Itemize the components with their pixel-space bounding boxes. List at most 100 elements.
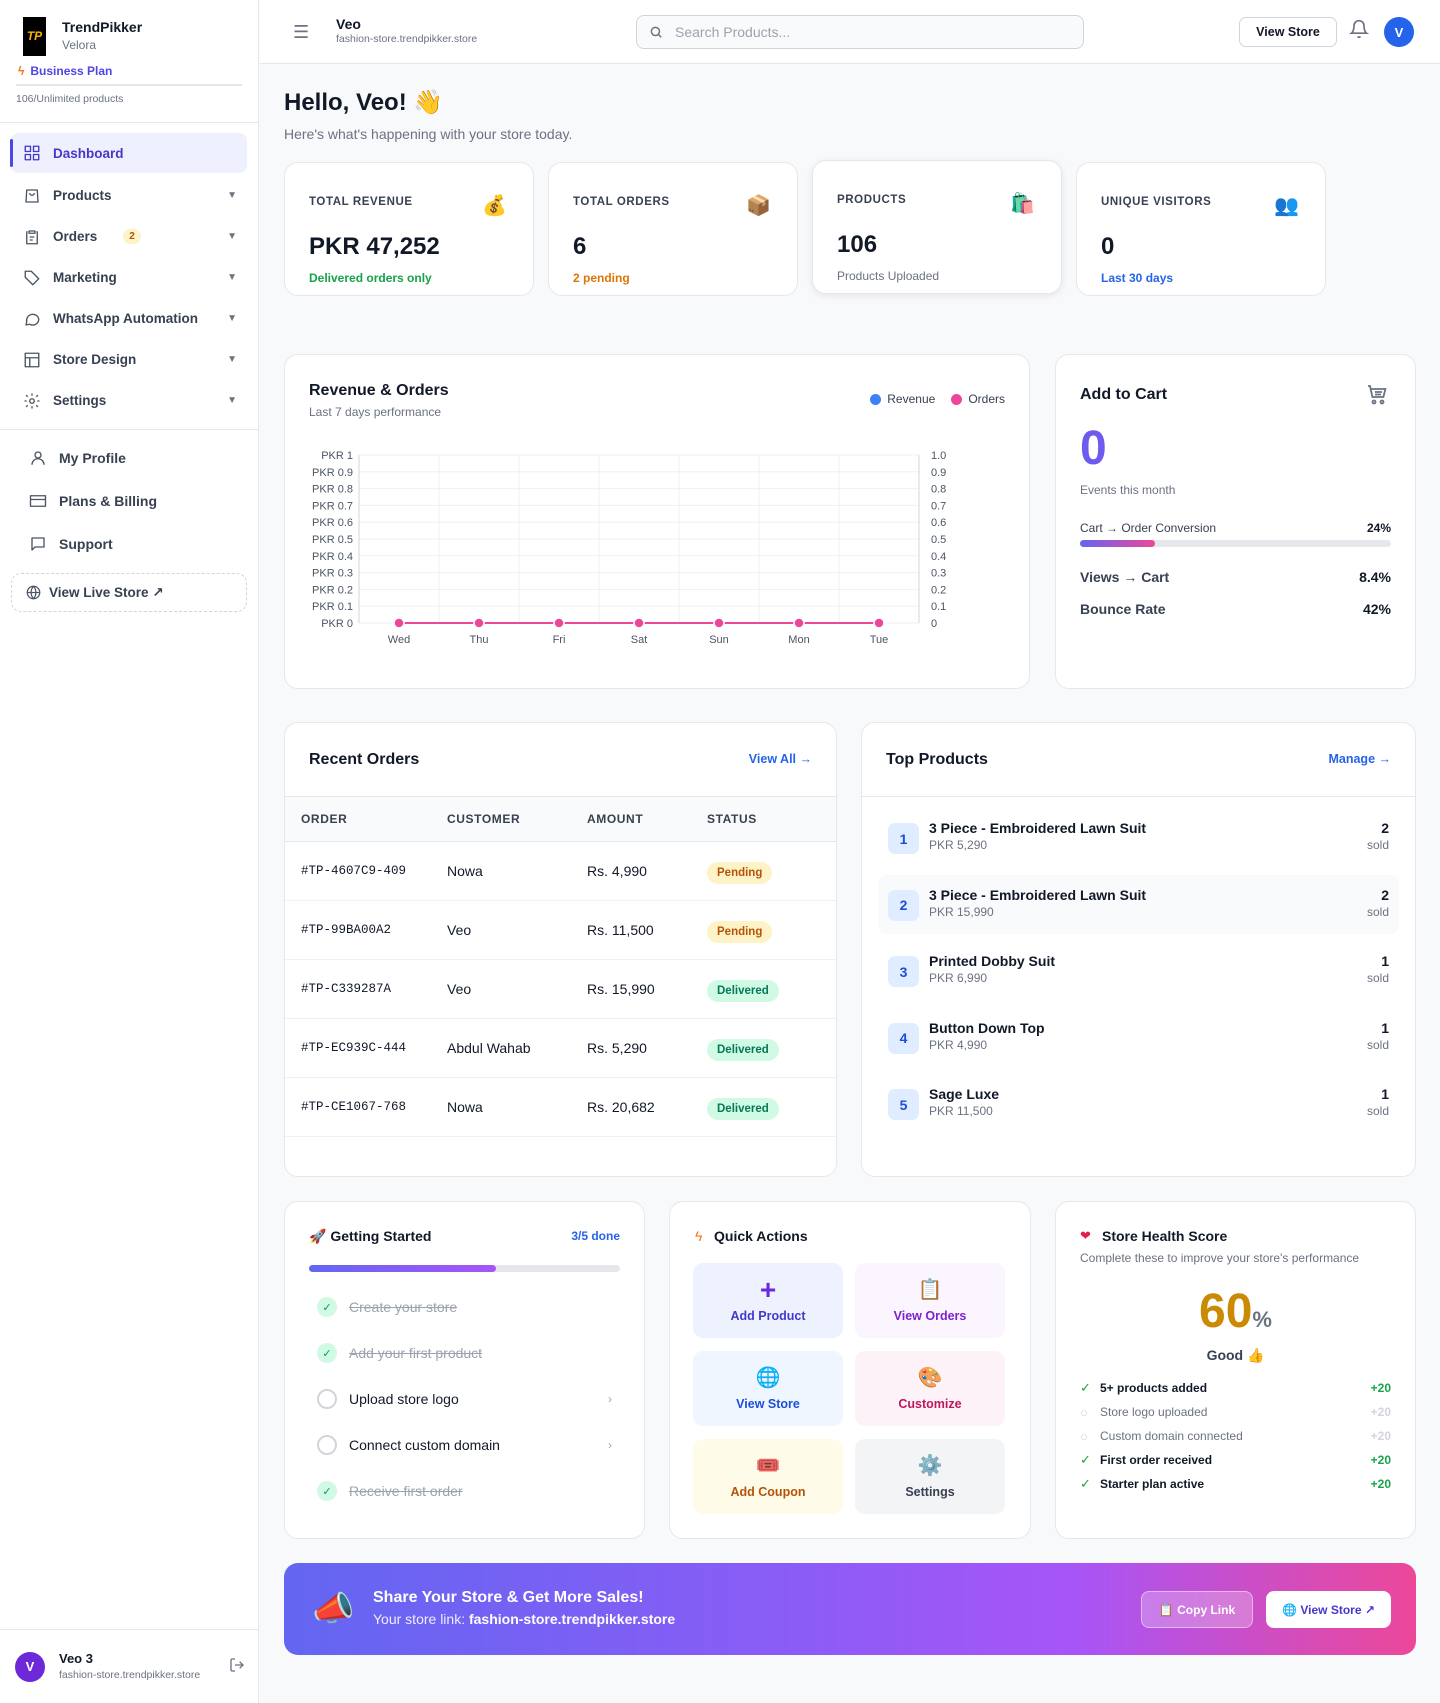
- order-customer: Veo: [447, 981, 472, 997]
- user-footer: V Veo 3 fashion-store.trendpikker.store: [0, 1629, 259, 1703]
- chevron-down-icon[interactable]: ▼: [227, 354, 237, 365]
- quick-action-settings[interactable]: ⚙️ Settings: [855, 1439, 1005, 1514]
- stat-subtext: Delivered orders only: [309, 271, 432, 285]
- order-id[interactable]: #TP-99BA00A2: [301, 923, 392, 937]
- products-count: 106/Unlimited products: [16, 93, 124, 105]
- manage-products-link[interactable]: Manage →: [1328, 752, 1391, 766]
- list-item[interactable]: 3 Printed Dobby Suit PKR 6,990 1 sold: [878, 941, 1399, 1000]
- col-order: ORDER: [301, 812, 348, 826]
- views-cart-value: 8.4%: [1359, 569, 1391, 585]
- health-item: ○ Store logo uploaded +20: [1080, 1401, 1391, 1423]
- greeting-subtitle: Here's what's happening with your store …: [284, 126, 573, 142]
- search-input[interactable]: [675, 24, 1055, 40]
- legend-revenue[interactable]: Revenue: [870, 392, 935, 406]
- chevron-down-icon[interactable]: ▼: [227, 313, 237, 324]
- order-id[interactable]: #TP-4607C9-409: [301, 864, 407, 878]
- table-row[interactable]: #TP-99BA00A2 Veo Rs. 11,500 Pending: [285, 901, 836, 960]
- sidebar-item-dashboard[interactable]: Dashboard: [10, 133, 247, 173]
- sidebar-item-plans-billing[interactable]: Plans & Billing: [11, 479, 247, 522]
- sidebar-item-marketing[interactable]: Marketing ▼: [11, 257, 247, 298]
- list-item[interactable]: 5 Sage Luxe PKR 11,500 1 sold: [878, 1074, 1399, 1133]
- quick-action-add-product[interactable]: + Add Product: [693, 1263, 843, 1338]
- legend-orders[interactable]: Orders: [951, 392, 1005, 406]
- status-badge: Pending: [707, 921, 773, 943]
- bell-icon[interactable]: [1348, 19, 1370, 44]
- y-tick-label: PKR 0.1: [312, 601, 353, 613]
- empty-circle-icon: [317, 1389, 337, 1409]
- sold-count: 1: [1381, 953, 1389, 969]
- sidebar-item-settings[interactable]: Settings ▼: [11, 380, 247, 421]
- avatar[interactable]: V: [1384, 17, 1414, 47]
- view-all-orders-link[interactable]: View All →: [748, 752, 812, 766]
- stat-subtext: 2 pending: [573, 271, 630, 285]
- divider: [862, 796, 1415, 797]
- health-score-unit: %: [1252, 1307, 1272, 1332]
- rank-badge: 2: [888, 889, 919, 921]
- product-name: Printed Dobby Suit: [929, 953, 1055, 969]
- store-link[interactable]: fashion-store.trendpikker.store: [468, 1611, 676, 1627]
- stat-card-total-orders[interactable]: TOTAL ORDERS 📦 6 2 pending: [548, 162, 798, 296]
- nav-item-label: Settings: [53, 393, 107, 408]
- sidebar-item-my-profile[interactable]: My Profile: [11, 436, 247, 479]
- list-item[interactable]: 4 Button Down Top PKR 4,990 1 sold: [878, 1008, 1399, 1067]
- view-live-store-link[interactable]: View Live Store ↗: [11, 573, 247, 612]
- copy-link-button[interactable]: 📋 Copy Link: [1141, 1591, 1253, 1628]
- logout-icon[interactable]: [229, 1657, 245, 1676]
- sidebar-item-store-design[interactable]: Store Design ▼: [11, 339, 247, 380]
- quick-action-label: View Store: [736, 1396, 800, 1411]
- y2-tick-label: 0.6: [931, 517, 946, 529]
- views-cart-label: Views → Cart: [1080, 569, 1170, 585]
- quick-action-label: Add Product: [730, 1308, 806, 1323]
- quick-action-icon: ⚙️: [917, 1454, 943, 1477]
- chevron-down-icon[interactable]: ▼: [227, 231, 237, 242]
- quick-action-add-coupon[interactable]: 🎟️ Add Coupon: [693, 1439, 843, 1514]
- stat-card-products[interactable]: PRODUCTS 🛍️ 106 Products Uploaded: [812, 160, 1062, 294]
- quick-action-view-orders[interactable]: 📋 View Orders: [855, 1263, 1005, 1338]
- table-row[interactable]: #TP-CE1067-768 Nowa Rs. 20,682 Delivered: [285, 1078, 836, 1137]
- order-amount: Rs. 4,990: [587, 863, 647, 879]
- brand[interactable]: TP TrendPikker Velora: [0, 0, 258, 56]
- health-item-label: First order received: [1100, 1453, 1213, 1467]
- y2-tick-label: 1.0: [931, 450, 946, 462]
- chevron-down-icon[interactable]: ▼: [227, 190, 237, 201]
- store-health-card: ❤ Store Health Score Complete these to i…: [1055, 1201, 1416, 1539]
- order-id[interactable]: #TP-EC939C-444: [301, 1041, 407, 1055]
- quick-action-icon: 🎟️: [755, 1454, 781, 1477]
- quick-action-customize[interactable]: 🎨 Customize: [855, 1351, 1005, 1426]
- avatar[interactable]: V: [15, 1651, 45, 1682]
- stat-card-unique-visitors[interactable]: UNIQUE VISITORS 👥 0 Last 30 days: [1076, 162, 1326, 296]
- banner-view-store-button[interactable]: 🌐 View Store ↗: [1266, 1591, 1391, 1628]
- nav-item-label: Products: [53, 188, 112, 203]
- list-item[interactable]: 1 3 Piece - Embroidered Lawn Suit PKR 5,29…: [878, 808, 1399, 867]
- menu-icon[interactable]: ☰: [293, 22, 310, 42]
- check-icon: ✓: [317, 1297, 337, 1317]
- table-row[interactable]: #TP-EC939C-444 Abdul Wahab Rs. 5,290 Delive…: [285, 1019, 836, 1078]
- stat-card-total-revenue[interactable]: TOTAL REVENUE 💰 PKR 47,252 Delivered orders…: [284, 162, 534, 296]
- checklist-item[interactable]: Connect custom domain ›: [317, 1435, 612, 1455]
- health-subtitle: Complete these to improve your store's p…: [1080, 1251, 1360, 1265]
- chevron-down-icon[interactable]: ▼: [227, 395, 237, 406]
- order-id[interactable]: #TP-C339287A: [301, 982, 392, 996]
- brand-logo: TP: [23, 16, 46, 56]
- quick-action-view-store[interactable]: 🌐 View Store: [693, 1351, 843, 1426]
- product-name: Button Down Top: [929, 1019, 1045, 1036]
- sidebar-item-whatsapp-automation[interactable]: WhatsApp Automation ▼: [11, 298, 247, 339]
- quick-actions-title: Quick Actions: [714, 1228, 808, 1244]
- checklist-item[interactable]: Upload store logo ›: [317, 1389, 612, 1409]
- order-amount: Rs. 15,990: [587, 981, 655, 997]
- view-store-button[interactable]: View Store: [1239, 17, 1337, 47]
- table-row[interactable]: #TP-4607C9-409 Nowa Rs. 4,990 Pending: [285, 842, 836, 901]
- chevron-down-icon[interactable]: ▼: [227, 272, 237, 283]
- sidebar-item-products[interactable]: Products ▼: [11, 175, 247, 216]
- sidebar-item-orders[interactable]: Orders 2 ▼: [11, 216, 247, 257]
- order-id[interactable]: #TP-CE1067-768: [301, 1100, 407, 1114]
- stat-icon: 👥: [1274, 195, 1299, 217]
- table-header: ORDER CUSTOMER AMOUNT STATUS: [285, 796, 836, 842]
- rank-badge: 4: [888, 1022, 919, 1054]
- sidebar-item-support[interactable]: Support: [11, 522, 247, 565]
- greeting-title: Hello, Veo! 👋: [284, 89, 444, 116]
- conversion-label: Cart → Order Conversion: [1080, 521, 1217, 535]
- list-item[interactable]: 2 3 Piece - Embroidered Lawn Suit PKR 15,9…: [878, 874, 1399, 934]
- status-badge: Delivered: [707, 1039, 779, 1061]
- table-row[interactable]: #TP-C339287A Veo Rs. 15,990 Delivered: [285, 960, 836, 1019]
